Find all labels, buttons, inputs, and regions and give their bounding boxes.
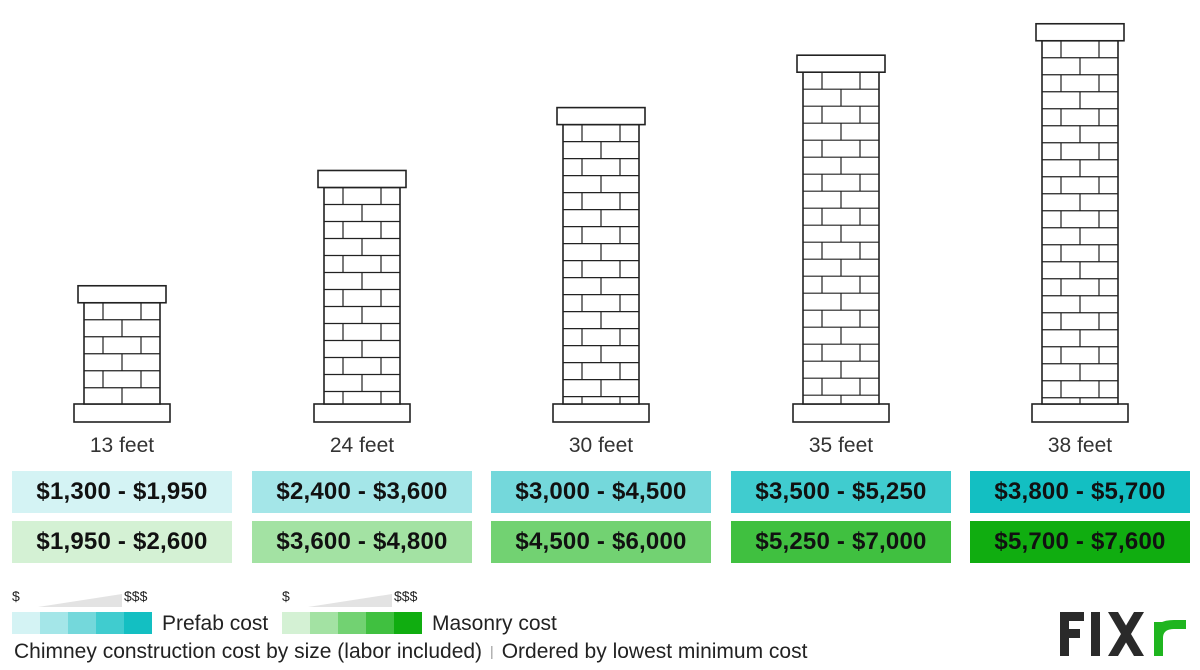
masonry-cost-30ft: $4,500 - $6,000: [491, 521, 711, 563]
chimney-footing: [73, 403, 171, 423]
footnote-caption: Chimney construction cost by size (labor…: [14, 640, 483, 663]
chimney-cap: [77, 284, 167, 304]
chimney-footing: [1031, 403, 1129, 423]
legend-swatch: [394, 612, 422, 634]
legend-swatches-prefab: [12, 612, 152, 634]
height-label-24ft: 24 feet: [329, 434, 395, 457]
legend-swatch: [12, 612, 40, 634]
legend-swatch: [366, 612, 394, 634]
legend-swatch: [338, 612, 366, 634]
prefab-cost-30ft: $3,000 - $4,500: [491, 471, 711, 513]
legend-low-symbol: $: [12, 588, 20, 604]
legend-low-symbol: $: [282, 588, 290, 604]
height-label-30ft: 30 feet: [568, 434, 634, 457]
masonry-cost-35ft: $5,250 - $7,000: [731, 521, 951, 563]
height-label-13ft: 13 feet: [89, 434, 155, 457]
chimney-cap: [796, 54, 886, 74]
chimney-illustrations: [73, 22, 1129, 423]
legend-swatch: [40, 612, 68, 634]
masonry-cost-38ft: $5,700 - $7,600: [970, 521, 1190, 563]
chimney-shaft: [323, 186, 401, 405]
legend-ramp-wedge: [38, 594, 122, 607]
legend-label-masonry: Masonry cost: [432, 612, 557, 635]
prefab-cost-35ft: $3,500 - $5,250: [731, 471, 951, 513]
prefab-cost-38ft: $3,800 - $5,700: [970, 471, 1190, 513]
legend-swatch: [310, 612, 338, 634]
legend-swatches-masonry: [282, 612, 422, 634]
chimney-cap: [556, 106, 646, 126]
legend-high-symbol: $$$: [394, 588, 418, 604]
legend-swatch: [68, 612, 96, 634]
legend-high-symbol: $$$: [124, 588, 148, 604]
chimney-cap: [1035, 22, 1125, 42]
masonry-cost-13ft: $1,950 - $2,600: [12, 521, 232, 563]
legend-swatch: [282, 612, 310, 634]
legend-label-prefab: Prefab cost: [162, 612, 269, 635]
prefab-cost-24ft: $2,400 - $3,600: [252, 471, 472, 513]
chimney-footing: [552, 403, 650, 423]
chimney-footing: [313, 403, 411, 423]
chart-footnote: Chimney construction cost by size (labor…: [14, 640, 807, 664]
height-label-38ft: 38 feet: [1047, 434, 1113, 457]
masonry-cost-24ft: $3,600 - $4,800: [252, 521, 472, 563]
footnote-separator: |: [490, 643, 494, 659]
footnote-order-note: Ordered by lowest minimum cost: [501, 640, 808, 663]
fixr-logo: [1060, 612, 1186, 656]
prefab-cost-13ft: $1,300 - $1,950: [12, 471, 232, 513]
legend-ramp-wedge: [308, 594, 392, 607]
chimney-cap: [317, 169, 407, 189]
chimney-footing: [792, 403, 890, 423]
legend-swatch: [124, 612, 152, 634]
legend-swatch: [96, 612, 124, 634]
height-label-35ft: 35 feet: [808, 434, 874, 457]
